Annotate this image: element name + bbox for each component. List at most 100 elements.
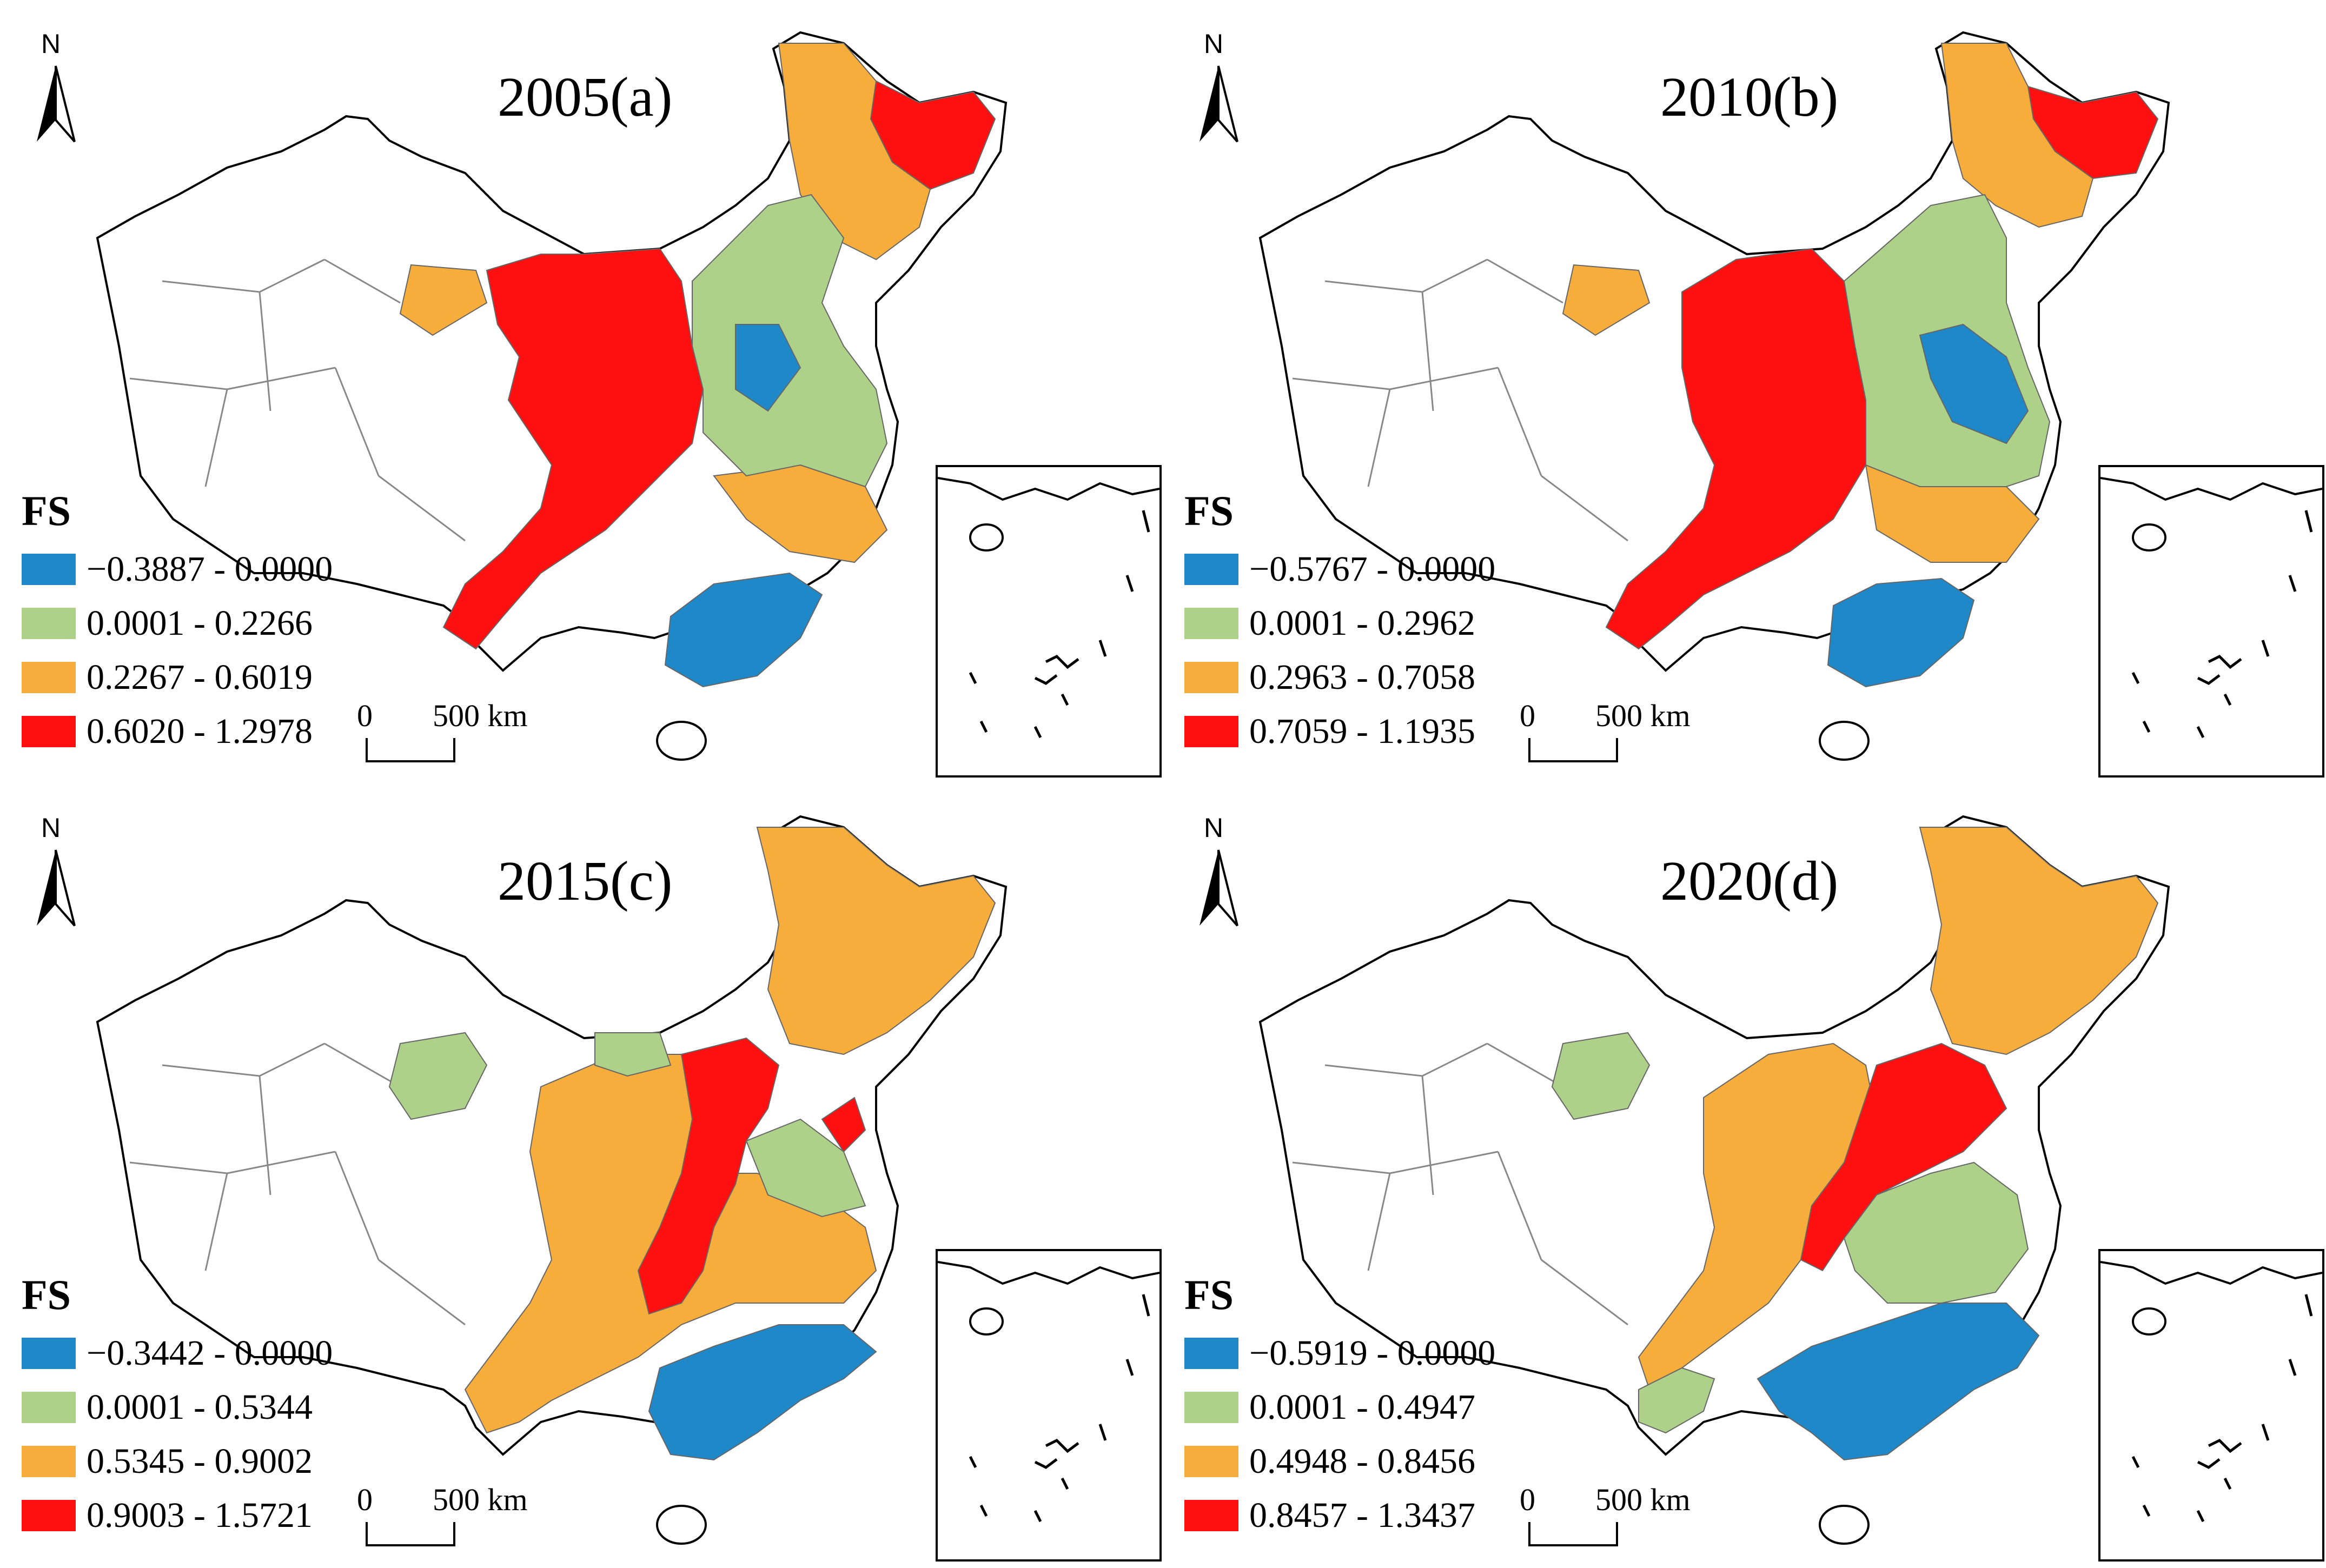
scale-label: 500 km: [433, 698, 528, 733]
map-panel-2005: 2005(a) N FS −0.3887 - 0.0000 0.0001 - 0…: [0, 0, 1163, 784]
panel-title: 2005(a): [498, 66, 673, 128]
north-arrow-label: N: [1204, 813, 1224, 843]
map-panel-2015: 2015(c) N FS −0.3442 - 0.0000 0.0001 - 0…: [0, 784, 1163, 1568]
region-green-3: [1638, 1367, 1715, 1434]
legend-row: 0.2267 - 0.6019: [22, 656, 333, 699]
region-green-1: [1551, 1032, 1651, 1120]
legend-row: 0.0001 - 0.2266: [22, 602, 333, 645]
province-boundaries: [129, 1042, 466, 1326]
legend-row: −0.5919 - 0.0000: [1184, 1332, 1495, 1374]
inset-map: [2100, 477, 2322, 739]
legend-swatch: [22, 1500, 76, 1531]
scale-zero: 0: [1520, 1482, 1535, 1517]
legend-swatch: [22, 662, 76, 693]
legend-swatch: [1184, 1446, 1238, 1477]
legend-swatch: [22, 1338, 76, 1369]
region-green-2: [1843, 1161, 2029, 1304]
region-blue-1: [1757, 1303, 2040, 1461]
region-green-1: [388, 1032, 488, 1120]
legend-label: −0.3887 - 0.0000: [87, 549, 333, 589]
scale-zero: 0: [357, 698, 373, 733]
legend-label: −0.5767 - 0.0000: [1249, 549, 1496, 589]
legend-label: 0.2963 - 0.7058: [1249, 657, 1475, 697]
legend-swatch: [1184, 608, 1238, 639]
legend-row: 0.9003 - 1.5721: [22, 1494, 333, 1537]
scale-bar-line: [1528, 738, 1618, 762]
region-orange-1: [1940, 43, 2094, 228]
legend-swatch: [22, 554, 76, 585]
china-map-2005: [96, 31, 1008, 761]
north-arrow: N: [26, 812, 85, 936]
north-arrow-icon: [1200, 65, 1238, 143]
legend-label: 0.2267 - 0.6019: [87, 657, 313, 697]
legend: FS −0.3887 - 0.0000 0.0001 - 0.2266 0.22…: [22, 487, 333, 765]
north-arrow: N: [1189, 28, 1248, 152]
hainan-island: [1819, 721, 1870, 761]
legend-row: −0.5767 - 0.0000: [1184, 548, 1495, 590]
legend: FS −0.5919 - 0.0000 0.0001 - 0.4947 0.49…: [1184, 1271, 1495, 1549]
legend-label: 0.0001 - 0.2266: [87, 603, 313, 643]
province-boundaries: [1292, 1042, 1628, 1326]
south-china-sea-inset: [936, 465, 1162, 778]
inset-map: [938, 477, 1159, 739]
legend-row: 0.0001 - 0.5344: [22, 1386, 333, 1429]
legend: FS −0.5767 - 0.0000 0.0001 - 0.2962 0.29…: [1184, 487, 1495, 765]
province-boundaries: [129, 258, 466, 542]
scale-bar-line: [1528, 1522, 1618, 1546]
south-china-sea-inset: [2098, 465, 2324, 778]
legend-label: −0.3442 - 0.0000: [87, 1333, 333, 1373]
legend-label: 0.8457 - 1.3437: [1249, 1496, 1475, 1535]
map-panel-2010: 2010(b) N FS −0.5767 - 0.0000 0.0001 - 0…: [1163, 0, 2325, 784]
legend-row: 0.8457 - 1.3437: [1184, 1494, 1495, 1537]
legend-title: FS: [1184, 1271, 1234, 1318]
region-orange-2: [1638, 1042, 1878, 1391]
scale-label: 500 km: [433, 1482, 528, 1517]
south-china-sea-inset: [936, 1249, 1162, 1562]
north-arrow-label: N: [1204, 29, 1224, 59]
province-boundaries: [1292, 258, 1628, 542]
north-arrow-icon: [37, 65, 76, 143]
north-arrow-label: N: [41, 813, 61, 843]
region-green-2: [594, 1032, 672, 1077]
legend-swatch: [1184, 662, 1238, 693]
panel-title: 2010(b): [1660, 66, 1839, 128]
scale-bar-line: [366, 738, 455, 762]
legend-row: 0.0001 - 0.2962: [1184, 602, 1495, 645]
region-blue-1: [1919, 323, 2029, 444]
scale-label: 500 km: [1595, 698, 1691, 733]
legend-swatch: [1184, 716, 1238, 747]
china-map-2020: [1258, 815, 2170, 1545]
legend-swatch: [1184, 1338, 1238, 1369]
south-china-sea-inset: [2098, 1249, 2324, 1562]
legend-label: 0.9003 - 1.5721: [87, 1496, 313, 1535]
legend: FS −0.3442 - 0.0000 0.0001 - 0.5344 0.53…: [22, 1271, 333, 1549]
legend-title: FS: [1184, 487, 1234, 534]
china-map-2010: [1258, 31, 2170, 761]
legend-label: 0.0001 - 0.4947: [1249, 1387, 1475, 1427]
inset-map: [2100, 1261, 2322, 1523]
legend-swatch: [22, 1446, 76, 1477]
region-blue-2: [664, 572, 823, 688]
scale-bar-line: [366, 1522, 455, 1546]
region-orange-1: [1919, 827, 2159, 1055]
scale-label: 500 km: [1595, 1482, 1691, 1517]
map-panel-2020: 2020(d) N FS −0.5919 - 0.0000 0.0001 - 0…: [1163, 784, 2325, 1568]
north-arrow-icon: [1200, 849, 1238, 927]
legend-row: −0.3887 - 0.0000: [22, 548, 333, 590]
legend-row: −0.3442 - 0.0000: [22, 1332, 333, 1374]
region-blue-1: [648, 1324, 877, 1461]
north-arrow: N: [26, 28, 85, 152]
legend-swatch: [22, 1392, 76, 1423]
legend-label: 0.0001 - 0.5344: [87, 1387, 313, 1427]
region-orange-1: [756, 827, 996, 1055]
legend-row: 0.7059 - 1.1935: [1184, 710, 1495, 753]
legend-swatch: [1184, 554, 1238, 585]
region-red-1: [442, 248, 704, 650]
region-green-1: [692, 194, 888, 488]
legend-swatch: [22, 608, 76, 639]
region-orange-2: [399, 264, 488, 336]
legend-row: 0.6020 - 1.2978: [22, 710, 333, 753]
legend-title: FS: [22, 1271, 71, 1318]
panel-title: 2015(c): [498, 850, 673, 912]
legend-row: 0.2963 - 0.7058: [1184, 656, 1495, 699]
